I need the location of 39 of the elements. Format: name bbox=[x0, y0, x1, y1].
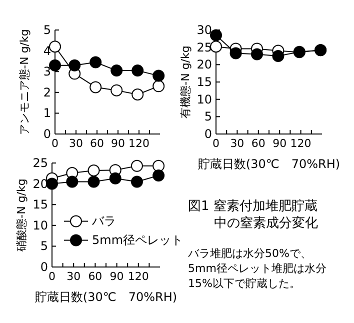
y-tick-label: 1 bbox=[43, 106, 51, 120]
y-tick-label: 0 bbox=[43, 127, 51, 141]
y-tick-label: 10 bbox=[196, 92, 212, 106]
y-tick-label: 20 bbox=[196, 58, 212, 72]
y-tick-label: 2 bbox=[43, 85, 51, 100]
x-axis-title: 貯蔵日数(30℃ 70%RH) bbox=[34, 290, 178, 304]
y-tick-label: 25 bbox=[196, 40, 212, 54]
y-tick-label: 5 bbox=[43, 23, 51, 37]
text: バラ堆肥は水分50%で、 5mm径ペレット堆肥は水分 15%以下で貯蔵した。 bbox=[187, 247, 326, 290]
x-tick-label: 30 bbox=[69, 137, 83, 150]
legend-label: バラ bbox=[91, 214, 116, 228]
y-axis-title: 有機態-N g/kg bbox=[179, 46, 192, 118]
y-tick-label: 15 bbox=[32, 198, 48, 212]
y-tick-label: 15 bbox=[196, 75, 212, 89]
y-tick-label: 30 bbox=[196, 23, 212, 37]
x-tick-label: 90 bbox=[272, 137, 287, 150]
caption: 図1 窒素付加堆肥貯蔵中の窒素成分変化 bbox=[188, 198, 318, 231]
legend-label: 5mm径ペレット bbox=[92, 233, 184, 248]
y-tick-label: 5 bbox=[204, 110, 212, 124]
x-tick-label: 60 bbox=[251, 137, 266, 150]
y-tick-label: 5 bbox=[40, 239, 48, 254]
x-tick-label: 60 bbox=[88, 270, 102, 283]
x-tick-label: 90 bbox=[111, 137, 125, 150]
y-tick-label: 0 bbox=[40, 260, 48, 274]
y-tick-label: 25 bbox=[32, 156, 48, 170]
y-tick-label: 10 bbox=[32, 218, 48, 232]
y-axis-title: アンモニア態-N g/kg bbox=[18, 29, 31, 135]
x-tick-label: 120 bbox=[128, 137, 150, 150]
x-tick-label: 120 bbox=[128, 270, 149, 283]
x-tick-label: 120 bbox=[290, 137, 312, 150]
x-tick-label: 90 bbox=[110, 270, 124, 283]
y-axis-title: 硝酸態-N g/kg bbox=[15, 178, 28, 252]
y-tick-label: 4 bbox=[43, 44, 51, 58]
x-tick-label: 30 bbox=[66, 270, 81, 283]
x-tick-label: 60 bbox=[90, 137, 104, 150]
x-tick-label: 30 bbox=[230, 137, 244, 150]
x-axis-title: 貯蔵日数(30℃ 70%RH) bbox=[198, 157, 340, 171]
y-tick-label: 3 bbox=[43, 64, 51, 79]
y-tick-label: 0 bbox=[204, 127, 212, 141]
